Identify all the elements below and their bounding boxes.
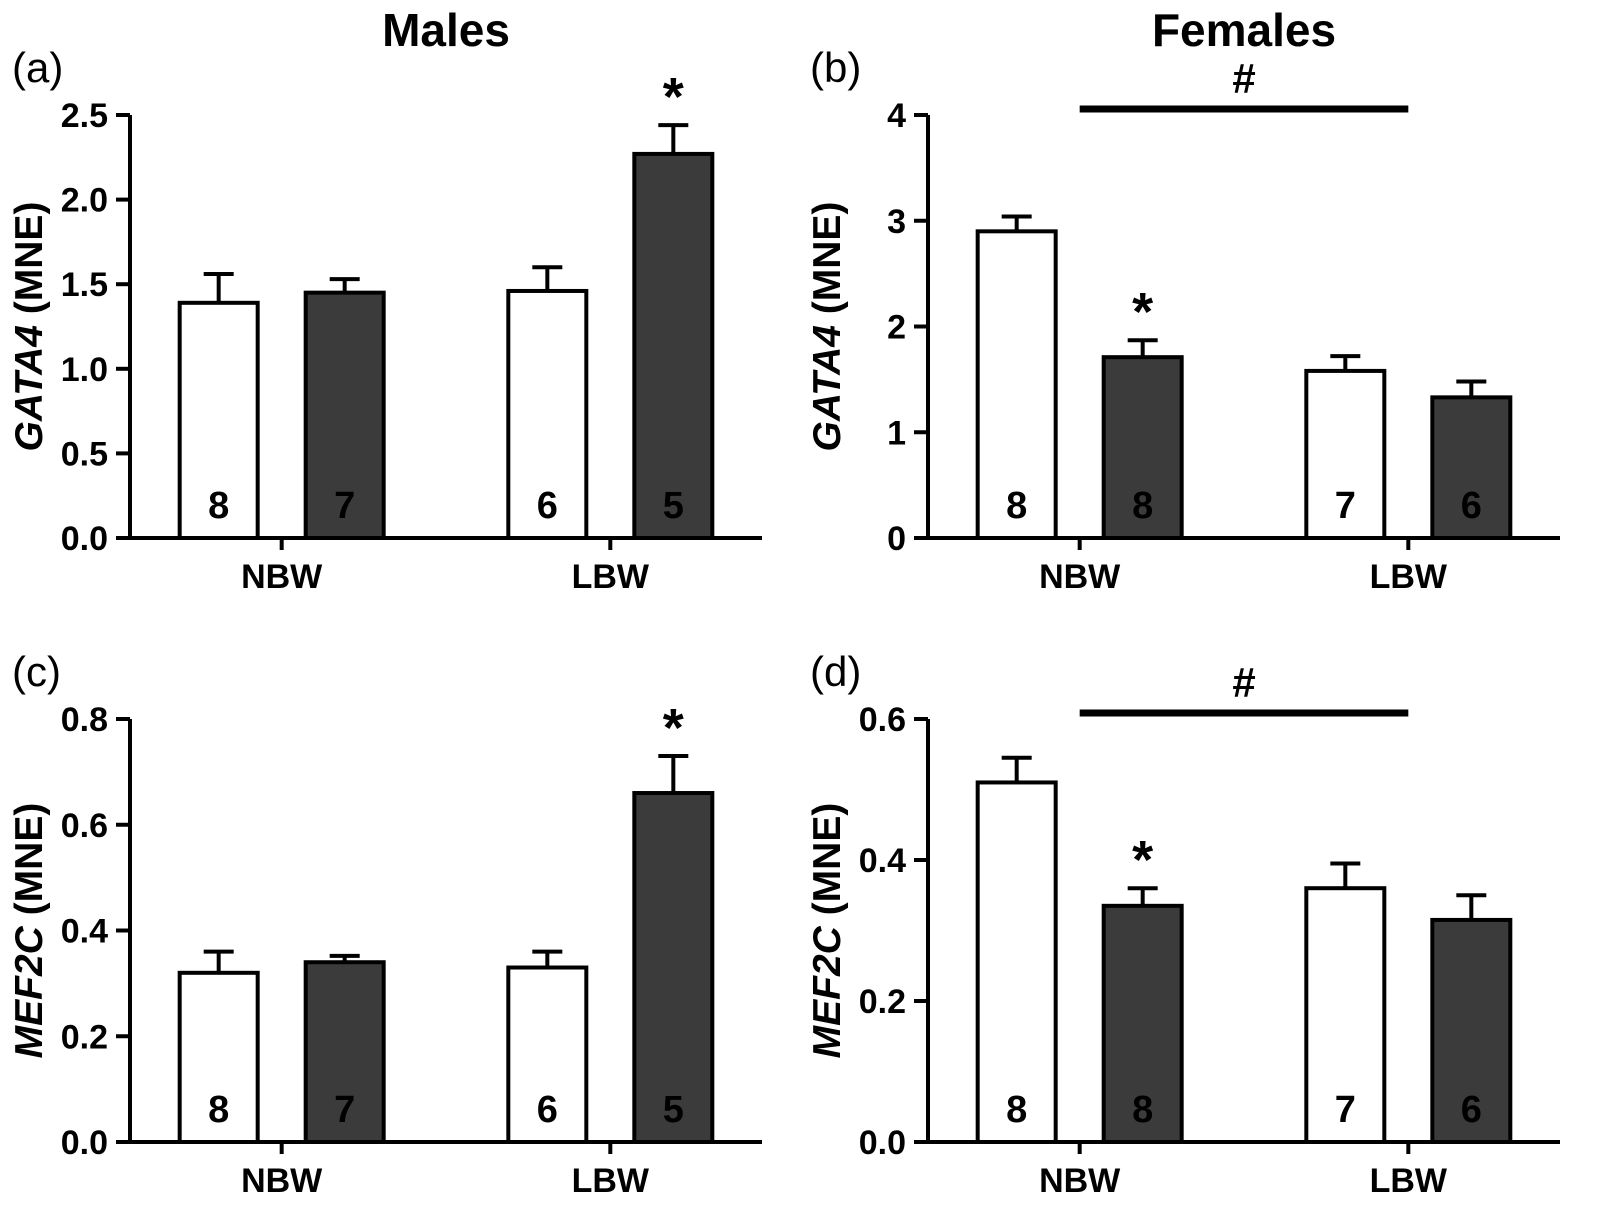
x-tick-label: LBW bbox=[572, 1162, 650, 1200]
n-label: 7 bbox=[334, 485, 355, 527]
n-label: 5 bbox=[663, 1089, 684, 1131]
open-bar bbox=[1304, 368, 1387, 541]
y-tick-label: 0.2 bbox=[61, 1018, 108, 1056]
filled-bar bbox=[1430, 917, 1513, 1144]
x-tick-label: NBW bbox=[1039, 558, 1121, 596]
y-tick-label: 0.6 bbox=[859, 701, 906, 739]
y-tick-label: 0.0 bbox=[61, 1124, 108, 1162]
y-tick-label: 0 bbox=[887, 520, 906, 558]
panel-d-females-mef2c-chart: (d) MEF2C (MNE) 0.0 0.2 0.4 0.6 NBW LBW 8 7 8 6 * # bbox=[806, 648, 1560, 1200]
n-label: 7 bbox=[1335, 1089, 1356, 1131]
open-bar bbox=[1304, 886, 1387, 1145]
y-tick-label: 0.0 bbox=[61, 520, 108, 558]
y-tick-label: 4 bbox=[887, 97, 906, 135]
y-tick-label: 1.5 bbox=[61, 266, 108, 304]
x-tick-label: NBW bbox=[241, 1162, 323, 1200]
open-bar bbox=[506, 965, 589, 1145]
y-tick-label: 0.0 bbox=[859, 1124, 906, 1162]
panel-letter: (a) bbox=[12, 44, 63, 91]
y-tick-label: 0.5 bbox=[61, 435, 108, 473]
chart-title: Females bbox=[1152, 4, 1336, 56]
hash-symbol: # bbox=[1232, 55, 1255, 102]
y-tick-label: 0.6 bbox=[61, 807, 108, 845]
x-tick-label: NBW bbox=[1039, 1162, 1121, 1200]
y-tick-label: 0.2 bbox=[859, 983, 906, 1021]
x-tick-label: LBW bbox=[572, 558, 650, 596]
filled-bar bbox=[303, 960, 386, 1144]
n-label: 6 bbox=[537, 485, 558, 527]
panel-a-males-gata4-chart: Males (a) GATA4 (MNE) 0.0 0.5 1.0 1.5 2.0 2.5 NBW… bbox=[8, 4, 762, 596]
chart-title: Males bbox=[382, 4, 510, 56]
panel-c-males-mef2c-chart: (c) MEF2C (MNE) 0.0 0.2 0.4 0.6 0.8 NBW LBW 8 6 7 5 * bbox=[8, 648, 762, 1200]
panel-letter: (d) bbox=[810, 648, 861, 695]
y-tick-label: 3 bbox=[887, 203, 906, 241]
filled-bar bbox=[1430, 395, 1513, 541]
hash-symbol: # bbox=[1232, 659, 1255, 706]
open-bar bbox=[506, 288, 589, 540]
n-label: 7 bbox=[334, 1089, 355, 1131]
n-label: 8 bbox=[1006, 1089, 1027, 1131]
y-tick-label: 2.5 bbox=[61, 97, 108, 135]
filled-bar bbox=[632, 791, 715, 1144]
y-tick-label: 0.8 bbox=[61, 701, 108, 739]
y-axis-label: GATA4 (MNE) bbox=[8, 202, 51, 452]
open-bar bbox=[177, 300, 260, 541]
open-bar bbox=[975, 780, 1058, 1144]
y-tick-label: 1.0 bbox=[61, 351, 108, 389]
x-tick-label: LBW bbox=[1370, 1162, 1448, 1200]
n-label: 7 bbox=[1335, 485, 1356, 527]
n-label: 6 bbox=[537, 1089, 558, 1131]
filled-bar bbox=[1101, 903, 1184, 1145]
panel-letter: (c) bbox=[12, 648, 61, 695]
y-axis-label: GATA4 (MNE) bbox=[806, 202, 849, 452]
n-label: 8 bbox=[1132, 1089, 1153, 1131]
y-tick-label: 2.0 bbox=[61, 182, 108, 220]
x-tick-label: LBW bbox=[1370, 558, 1448, 596]
panel-letter: (b) bbox=[810, 44, 861, 91]
significance-star: * bbox=[663, 698, 684, 758]
n-label: 8 bbox=[1006, 485, 1027, 527]
filled-bar bbox=[1101, 355, 1184, 541]
x-tick-label: NBW bbox=[241, 558, 323, 596]
y-tick-label: 2 bbox=[887, 309, 906, 347]
n-label: 8 bbox=[208, 1089, 229, 1131]
n-label: 8 bbox=[1132, 485, 1153, 527]
significance-star: * bbox=[1132, 282, 1153, 342]
n-label: 5 bbox=[663, 485, 684, 527]
open-bar bbox=[177, 970, 260, 1144]
panel-b-females-gata4-chart: Females (b) GATA4 (MNE) 0 1 2 3 4 NBW LBW 8 7 8 6 * # bbox=[806, 4, 1560, 596]
y-axis-label: MEF2C (MNE) bbox=[806, 803, 849, 1059]
significance-star: * bbox=[1132, 830, 1153, 890]
y-tick-label: 0.4 bbox=[859, 842, 906, 880]
n-label: 8 bbox=[208, 485, 229, 527]
n-label: 6 bbox=[1461, 485, 1482, 527]
filled-bar bbox=[632, 151, 715, 541]
y-axis-label: MEF2C (MNE) bbox=[8, 803, 51, 1059]
open-bar bbox=[975, 229, 1058, 540]
significance-star: * bbox=[663, 67, 684, 127]
filled-bar bbox=[303, 290, 386, 540]
n-label: 6 bbox=[1461, 1089, 1482, 1131]
y-tick-label: 1 bbox=[887, 414, 906, 452]
y-tick-label: 0.4 bbox=[61, 913, 108, 951]
